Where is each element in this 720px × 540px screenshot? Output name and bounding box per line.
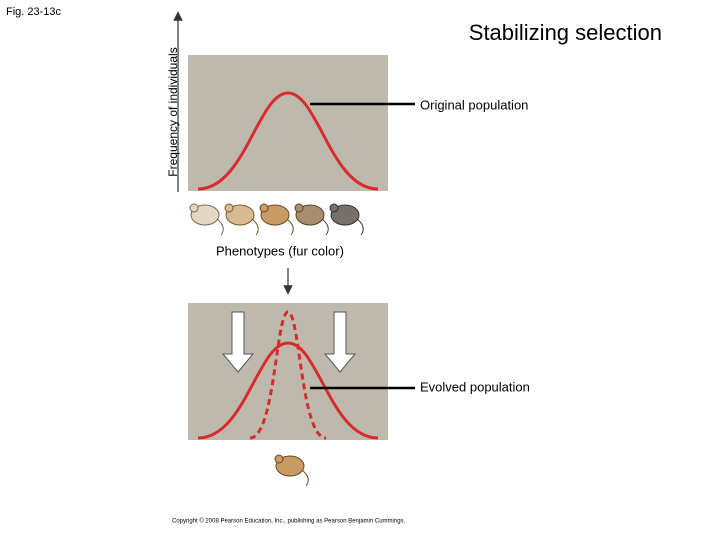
top-panel bbox=[188, 55, 388, 191]
figure-label: Fig. 23-13c bbox=[6, 6, 62, 18]
evolved-label: Evolved population bbox=[420, 379, 530, 394]
evolved-curve bbox=[249, 310, 327, 440]
bottom-panel bbox=[188, 303, 388, 440]
title: Stabilizing selection bbox=[469, 20, 662, 45]
original-label: Original population bbox=[420, 97, 528, 112]
selection-arrow bbox=[221, 311, 255, 373]
original-curve-faded bbox=[197, 341, 379, 440]
mice-row bbox=[189, 203, 364, 236]
original-curve bbox=[197, 91, 379, 191]
x-axis-label: Phenotypes (fur color) bbox=[216, 243, 344, 258]
copyright: Copyright © 2008 Pearson Education, Inc.… bbox=[172, 518, 406, 525]
y-axis-label: Frequency of individuals bbox=[166, 47, 180, 176]
selection-arrow bbox=[323, 311, 357, 373]
mouse bbox=[274, 454, 309, 487]
